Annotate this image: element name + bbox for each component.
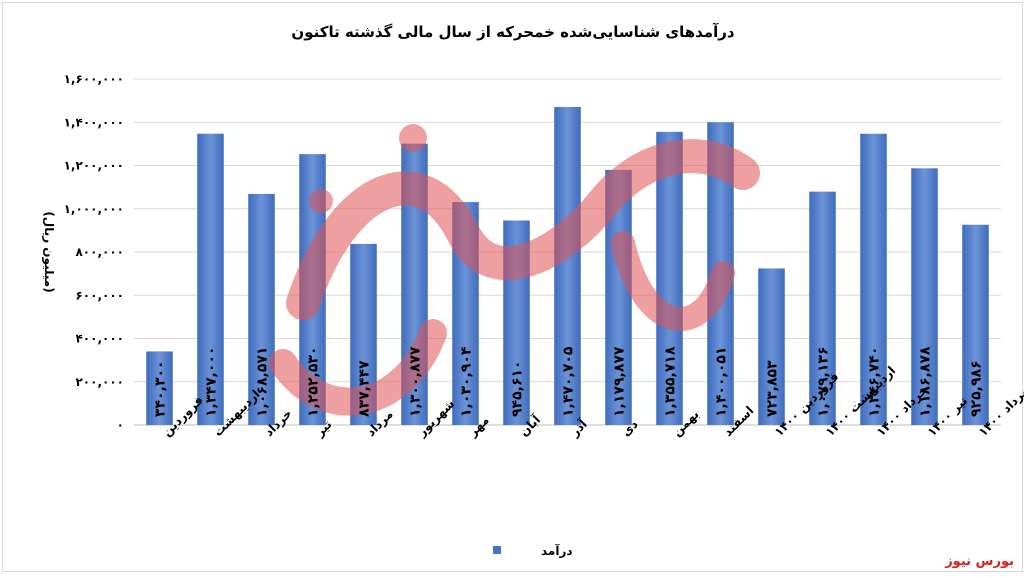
y-tick-label: ۲۰۰,۰۰۰ [75,375,124,389]
data-label: ۱,۰۳۰,۹۰۴ [459,346,475,417]
legend-swatch [493,546,501,554]
data-label: ۹۴۵,۶۱۰ [510,360,526,417]
bar [962,224,989,425]
data-label: ۱,۰۶۸,۵۷۱ [255,347,271,417]
source-label: بورس نیوز [945,554,1014,569]
y-tick-label: ۱,۰۰۰,۰۰۰ [64,202,124,216]
data-label: ۱,۴۰۰,۰۵۱ [714,347,730,417]
y-tick-label: ۸۰۰,۰۰۰ [75,245,124,259]
y-tick-label: ۶۰۰,۰۰۰ [75,288,124,302]
bar [911,168,938,425]
y-tick-label: ۱,۲۰۰,۰۰۰ [64,159,124,173]
chart-title: درآمدهای شناسایی‌شده خمحرکه از سال مالی … [291,23,734,41]
y-tick-label: ۱,۶۰۰,۰۰۰ [64,72,124,86]
y-tick-label: ۱,۴۰۰,۰۰۰ [64,115,124,129]
bar [758,268,785,425]
y-tick-label: ۴۰۰,۰۰۰ [75,332,124,346]
data-label: ۳۴۰,۳۰۰ [153,360,169,417]
bar [248,193,275,425]
value-labels: ۳۴۰,۳۰۰ ۱,۳۴۷,۰۰۰ ۱,۰۶۸,۵۷۱ ۱,۲۵۲,۵۳۰ ۸۳۷,۴۴… [153,346,985,417]
data-label: ۱,۴۷۰,۷۰۵ [561,346,577,417]
watermark-logo [269,124,760,416]
bar [809,191,836,425]
bar [197,133,224,425]
data-label: ۱,۱۷۹,۸۷۷ [612,346,628,417]
legend: درآمد [493,543,573,558]
y-axis-label: (میلیون ریال) [41,211,56,292]
data-label: ۹۲۵,۹۸۶ [969,360,985,417]
data-label: ۱,۲۵۲,۵۳۰ [306,347,322,417]
bar-chart: درآمدهای شناسایی‌شده خمحرکه از سال مالی … [41,23,1024,558]
bar [860,133,887,426]
y-tick-label: ۰ [117,418,124,432]
bar [656,131,683,425]
data-label: ۱,۱۸۶,۸۷۸ [918,346,934,417]
y-axis-ticks: ۰ ۲۰۰,۰۰۰ ۴۰۰,۰۰۰ ۶۰۰,۰۰۰ ۸۰۰,۰۰۰ ۱,۰۰۰,۰۰۰ ۱,… [64,72,124,432]
bar [146,351,173,425]
data-label: ۷۲۳,۸۵۳ [765,360,781,417]
data-label: ۱,۳۴۶,۷۴۰ [867,347,883,417]
data-label: ۱,۳۴۷,۰۰۰ [204,347,220,417]
bar [554,106,581,425]
data-label: ۱,۳۵۵,۷۱۸ [663,346,679,417]
data-label: ۸۳۷,۴۴۷ [357,360,373,417]
data-label: ۱,۰۷۹,۱۳۶ [816,347,832,417]
data-label: ۱,۳۰۰,۸۷۷ [408,346,424,417]
legend-label: درآمد [541,543,573,558]
